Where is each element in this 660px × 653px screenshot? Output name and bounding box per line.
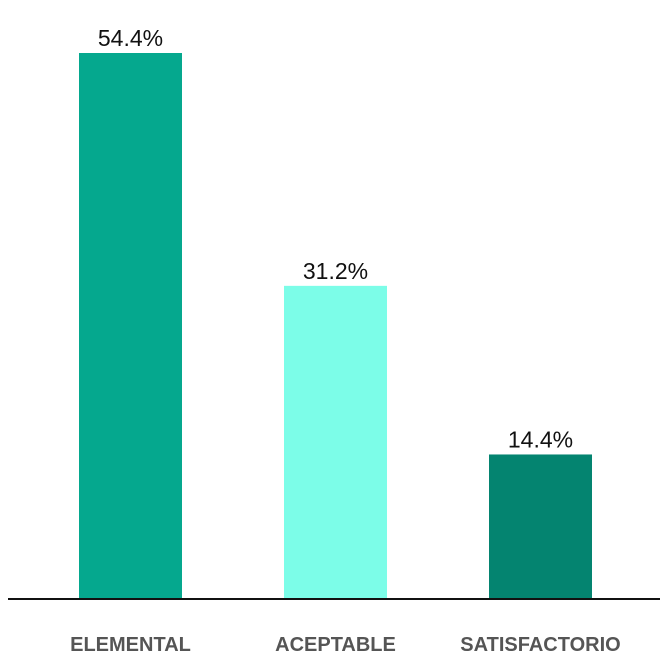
category-label-aceptable: ACEPTABLE (275, 634, 396, 653)
bar-aceptable (284, 285, 387, 599)
value-labels-layer: 54.4% 31.2% 14.4% (98, 25, 573, 452)
category-label-elemental: ELEMENTAL (70, 634, 191, 653)
bar-elemental (79, 53, 182, 599)
category-label-satisfactorio: SATISFACTORIO (460, 634, 620, 653)
category-labels-layer: ELEMENTAL ACEPTABLE SATISFACTORIO (70, 634, 621, 653)
value-label-aceptable: 31.2% (303, 258, 368, 284)
bars-layer (79, 53, 592, 599)
value-label-elemental: 54.4% (98, 25, 163, 51)
value-label-satisfactorio: 14.4% (508, 426, 573, 452)
bar-satisfactorio (489, 454, 592, 599)
